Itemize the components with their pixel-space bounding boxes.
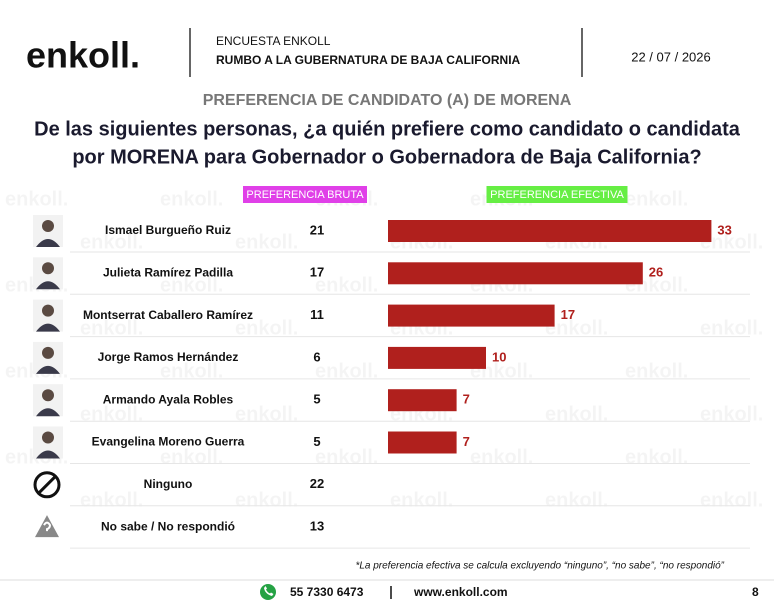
category-label: Jorge Ramos Hernández xyxy=(98,350,239,364)
bar xyxy=(388,389,457,412)
photo-head xyxy=(42,431,54,444)
watermark: enkoll. xyxy=(545,317,608,339)
raw-value: 6 xyxy=(313,349,320,364)
watermark: enkoll. xyxy=(700,231,763,253)
watermark: enkoll. xyxy=(80,231,143,253)
watermark: enkoll. xyxy=(545,489,608,511)
bar xyxy=(388,304,555,327)
watermark: enkoll. xyxy=(700,403,763,425)
watermark: enkoll. xyxy=(545,403,608,425)
photo-body xyxy=(36,239,60,247)
photo-head xyxy=(42,346,54,359)
watermark: enkoll. xyxy=(160,188,223,210)
bar-value-label: 26 xyxy=(649,265,663,280)
bar-value-label: 33 xyxy=(717,222,731,237)
photo-head xyxy=(42,304,54,317)
watermark: enkoll. xyxy=(160,274,223,296)
survey: ENCUESTA ENKOLL xyxy=(216,34,331,48)
category-label: Ismael Burgueño Ruiz xyxy=(105,223,231,237)
bar xyxy=(388,220,712,242)
question: por MORENA para Gobernador o Gobernadora… xyxy=(72,146,701,168)
category-label: No sabe / No respondió xyxy=(101,519,235,533)
raw-value: 5 xyxy=(313,434,320,449)
photo-body xyxy=(36,365,60,374)
photo-body xyxy=(36,450,60,459)
page-number: 8 xyxy=(752,585,759,599)
raw-value: 22 xyxy=(310,476,324,491)
raw-value: 13 xyxy=(310,519,324,534)
photo-head xyxy=(42,389,54,402)
phone-icon xyxy=(260,584,276,600)
unknown-icon xyxy=(35,515,59,538)
logo: enkoll. xyxy=(26,35,140,76)
photo-body xyxy=(36,408,60,417)
category-label: Ninguno xyxy=(144,477,193,491)
bar xyxy=(388,262,643,285)
chart-title: PREFERENCIA DE CANDIDATO (A) DE MORENA xyxy=(203,92,572,109)
category-label: Julieta Ramírez Padilla xyxy=(103,265,233,279)
category-label: Evangelina Moreno Guerra xyxy=(92,435,245,449)
photo-head xyxy=(42,220,54,232)
topic: RUMBO A LA GUBERNATURA DE BAJA CALIFORNI… xyxy=(216,53,521,67)
watermark: enkoll. xyxy=(235,403,298,425)
series-header-bg xyxy=(486,186,628,203)
series-header-bg xyxy=(243,186,367,203)
bar xyxy=(388,346,486,369)
photo-body xyxy=(36,323,60,332)
raw-value: 17 xyxy=(310,265,324,280)
none-icon xyxy=(33,471,61,499)
legend-label: PREFERENCIA EFECTIVA xyxy=(490,189,624,201)
bar-value-label: 10 xyxy=(492,349,506,364)
watermark: enkoll. xyxy=(160,446,223,468)
watermark: enkoll. xyxy=(700,489,763,511)
watermark: enkoll. xyxy=(235,317,298,339)
unknown-mark xyxy=(43,521,52,532)
bar xyxy=(388,431,457,454)
category-label: Armando Ayala Robles xyxy=(103,392,234,406)
photo-head xyxy=(42,262,54,275)
bar-value-label: 7 xyxy=(463,434,470,449)
watermark: enkoll. xyxy=(160,360,223,382)
website: www.enkoll.com xyxy=(413,585,508,599)
raw-value: 21 xyxy=(310,222,324,237)
watermark: enkoll. xyxy=(5,188,68,210)
watermark: enkoll. xyxy=(315,446,378,468)
watermark: enkoll. xyxy=(235,231,298,253)
photo-body xyxy=(36,281,60,290)
bar-value-label: 17 xyxy=(561,307,575,322)
watermark: enkoll. xyxy=(390,489,453,511)
watermark: enkoll. xyxy=(625,188,688,210)
question: De las siguientes personas, ¿a quién pre… xyxy=(34,118,741,140)
phone-glyph xyxy=(264,586,274,596)
watermark: enkoll. xyxy=(80,317,143,339)
raw-value: 5 xyxy=(313,392,320,407)
category-label: Montserrat Caballero Ramírez xyxy=(83,308,253,322)
watermark: enkoll. xyxy=(315,274,378,296)
phone: 55 7330 6473 xyxy=(290,585,364,599)
raw-value: 11 xyxy=(310,307,324,322)
watermark: enkoll. xyxy=(625,446,688,468)
footnote: *La preferencia efectiva se calcula excl… xyxy=(355,561,724,572)
watermark: enkoll. xyxy=(235,489,298,511)
watermark: enkoll. xyxy=(700,317,763,339)
date: 22 / 07 / 2026 xyxy=(631,49,711,64)
legend-label: PREFERENCIA BRUTA xyxy=(246,189,364,201)
none-slash xyxy=(37,475,57,494)
watermark: enkoll. xyxy=(470,446,533,468)
watermark: enkoll. xyxy=(80,489,143,511)
watermark: enkoll. xyxy=(625,360,688,382)
bar-value-label: 7 xyxy=(463,392,470,407)
watermark: enkoll. xyxy=(315,360,378,382)
watermark: enkoll. xyxy=(80,403,143,425)
